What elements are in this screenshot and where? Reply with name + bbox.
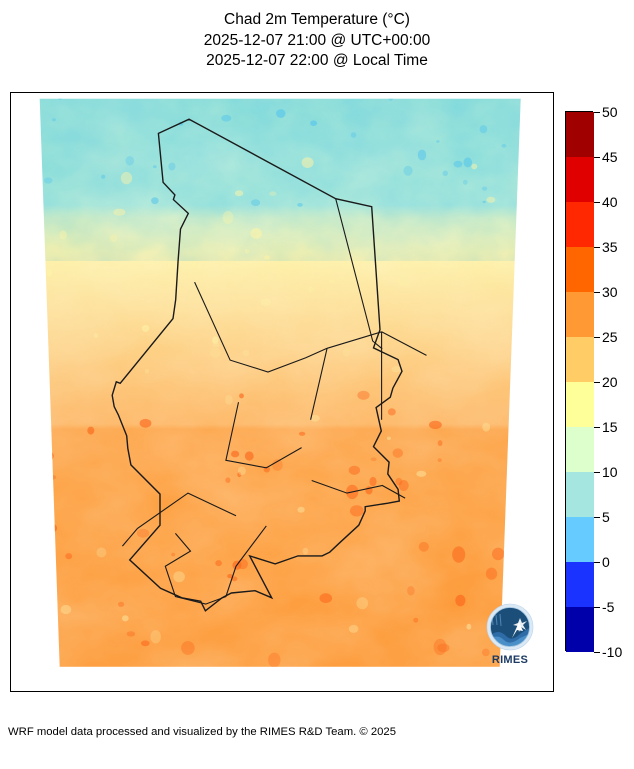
svg-text:RIMES: RIMES xyxy=(492,654,528,666)
